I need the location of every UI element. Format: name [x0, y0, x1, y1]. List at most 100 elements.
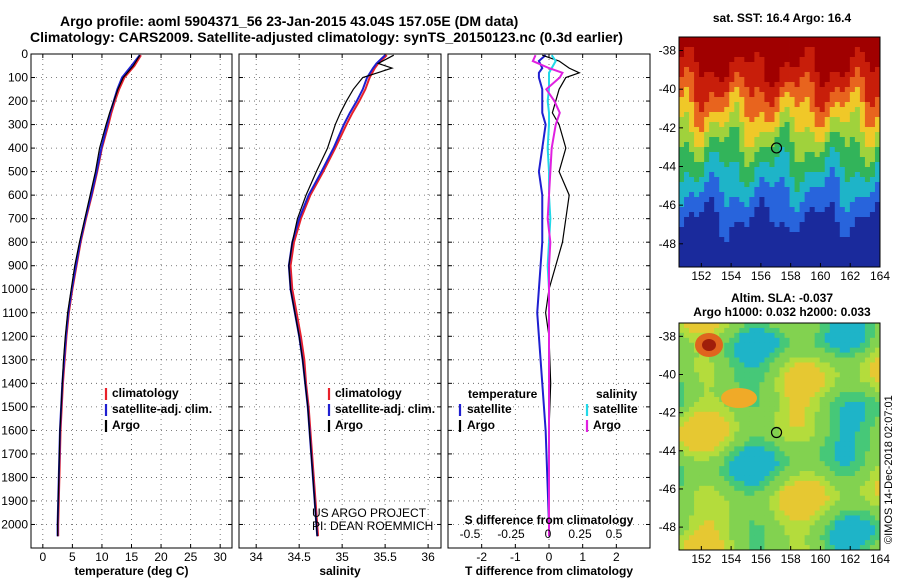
- map-cell: [689, 207, 695, 213]
- map-cell: [724, 426, 730, 432]
- map-cell: [754, 480, 760, 487]
- map-cell: [739, 257, 745, 263]
- map-cell: [689, 262, 695, 268]
- map-cell: [734, 416, 740, 423]
- map-cell: [749, 112, 755, 118]
- map-cell: [769, 352, 775, 358]
- map-cell: [734, 237, 740, 243]
- map-cell: [754, 540, 760, 546]
- map-cell: [709, 187, 715, 193]
- map-cell: [689, 192, 695, 198]
- map-cell: [774, 37, 780, 43]
- map-cell: [799, 252, 806, 258]
- map-cell: [774, 495, 780, 502]
- map-cell: [874, 397, 881, 403]
- map-cell: [754, 332, 760, 339]
- map-cell: [789, 102, 795, 108]
- map-cell: [809, 157, 816, 163]
- map-cell: [774, 167, 780, 173]
- map-cell: [859, 332, 866, 339]
- map-cell: [849, 82, 856, 88]
- map-cell: [724, 77, 730, 83]
- map-cell: [719, 207, 725, 213]
- map-cell: [789, 500, 795, 506]
- map-cell: [784, 510, 790, 516]
- map-cell: [799, 466, 806, 472]
- map-cell: [739, 167, 745, 173]
- map-cell: [784, 142, 790, 148]
- map-cell: [859, 510, 866, 516]
- map-cell: [744, 227, 750, 233]
- map-cell: [764, 212, 770, 218]
- map-cell: [809, 112, 816, 118]
- map-cell: [769, 387, 775, 393]
- map-cell: [764, 82, 770, 88]
- map-cell: [804, 227, 811, 233]
- map-cell: [824, 416, 831, 423]
- map-cell: [779, 490, 785, 497]
- map-cell: [749, 520, 755, 526]
- map-cell: [719, 520, 725, 526]
- map-cell: [694, 510, 700, 516]
- map-cell: [754, 187, 760, 193]
- map-cell: [689, 392, 695, 398]
- map-cell: [764, 500, 770, 506]
- map-cell: [864, 475, 871, 482]
- map-cell: [814, 87, 821, 93]
- map-cell: [799, 142, 806, 148]
- map-cell: [769, 510, 775, 516]
- map-cell: [849, 207, 856, 213]
- map-cell: [754, 406, 760, 413]
- map-cell: [799, 47, 806, 53]
- map-cell: [739, 495, 745, 502]
- map-cell: [789, 142, 795, 148]
- map-cell: [734, 42, 740, 48]
- map-cell: [859, 392, 866, 398]
- map-cell: [824, 446, 831, 452]
- map-cell: [774, 515, 780, 521]
- map-cell: [774, 456, 780, 462]
- map-cell: [839, 515, 846, 521]
- map-cell: [699, 247, 705, 253]
- map-cell: [759, 323, 765, 329]
- map-cell: [724, 122, 730, 128]
- map-cell: [874, 392, 881, 398]
- map-cell: [754, 377, 760, 383]
- map-cell: [829, 112, 836, 118]
- map-cell: [754, 401, 760, 408]
- map-cell: [809, 97, 816, 103]
- map-cell: [699, 192, 705, 198]
- map-cell: [794, 372, 800, 378]
- map-cell: [709, 137, 715, 143]
- map-cell: [784, 347, 790, 354]
- map-cell: [809, 332, 816, 339]
- map-cell: [869, 372, 876, 378]
- map-cell: [869, 257, 876, 263]
- map-cell: [694, 397, 700, 403]
- map-cell: [774, 62, 780, 68]
- map-cell: [764, 485, 770, 492]
- map-cell: [724, 357, 730, 363]
- map-cell: [749, 162, 755, 168]
- map-cell: [809, 471, 816, 477]
- map-cell: [829, 382, 836, 388]
- map-cell: [819, 342, 826, 349]
- map-cell: [839, 451, 846, 457]
- map-cell: [739, 62, 745, 68]
- map-cell: [724, 137, 730, 143]
- map-cell: [854, 132, 861, 138]
- map-cell: [694, 212, 700, 218]
- map-cell: [799, 406, 806, 413]
- map-cell: [694, 67, 700, 73]
- map-cell: [789, 122, 795, 128]
- map-cell: [699, 147, 705, 153]
- map-cell: [779, 62, 785, 68]
- map-cell: [859, 480, 866, 487]
- map-cell: [859, 187, 866, 193]
- map-cell: [734, 222, 740, 228]
- map-cell: [764, 525, 770, 531]
- map-cell: [819, 337, 826, 344]
- map-cell: [769, 242, 775, 248]
- map-cell: [824, 500, 831, 506]
- map-cell: [724, 112, 730, 118]
